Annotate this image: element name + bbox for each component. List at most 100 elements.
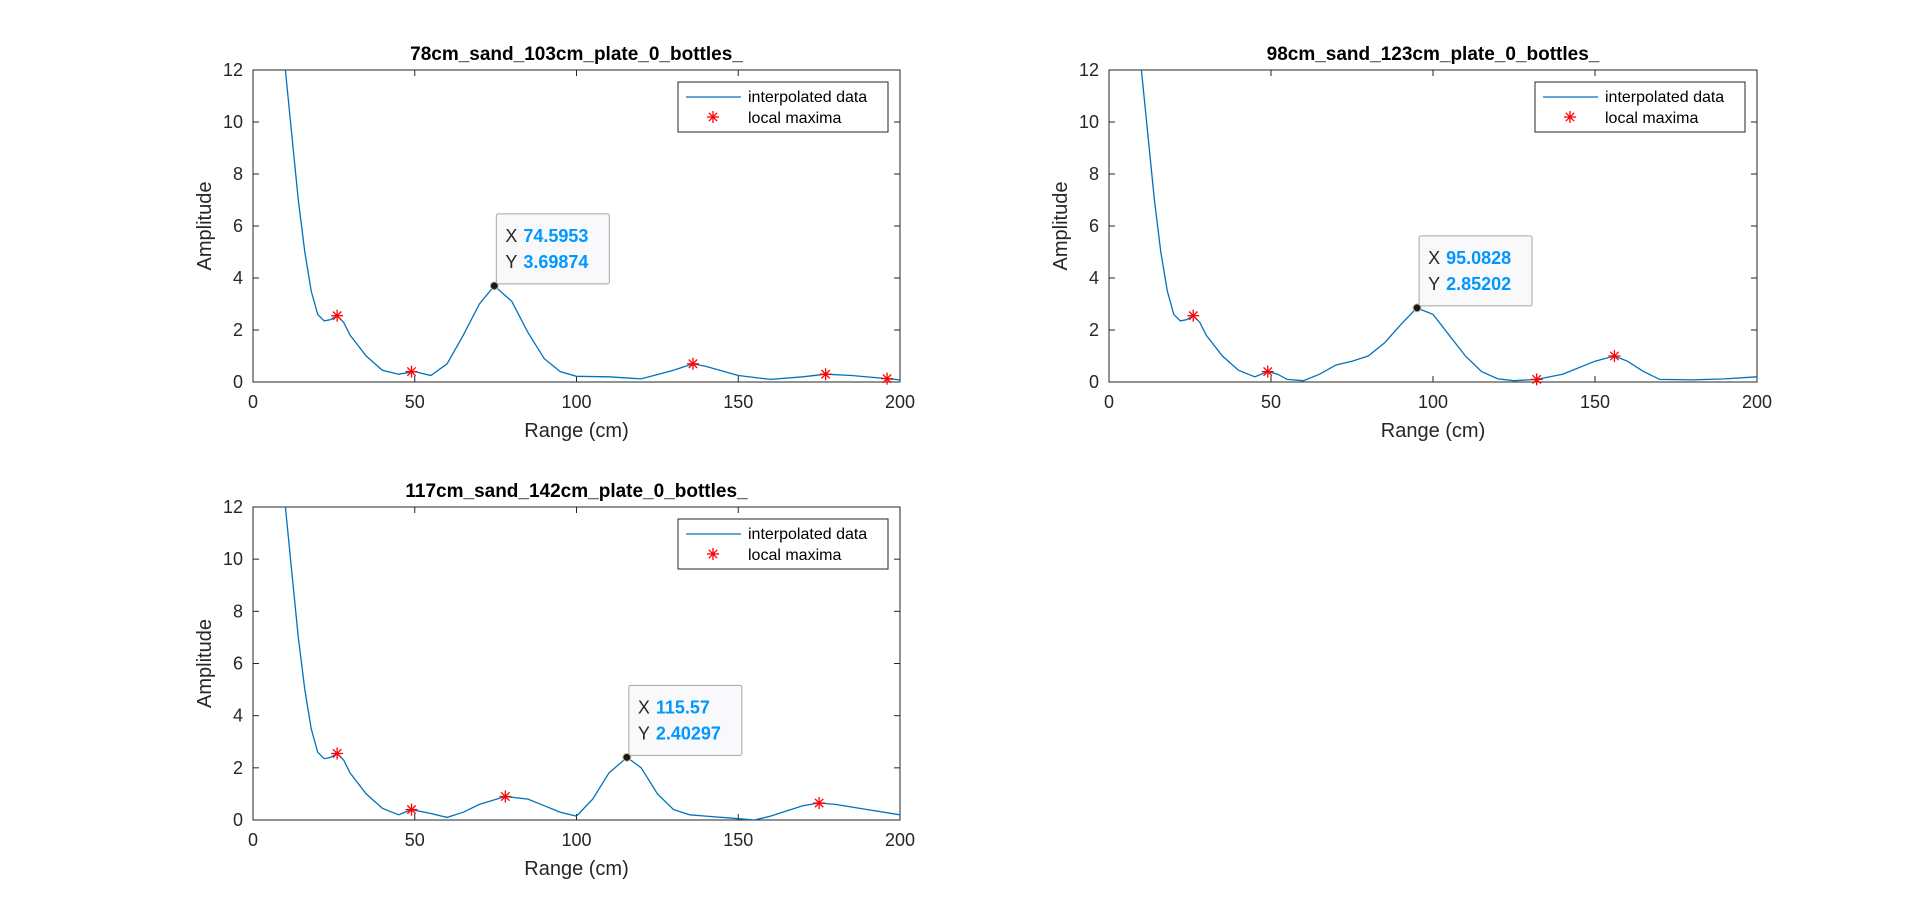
legend-label: local maxima xyxy=(748,110,841,127)
local-maximum-marker xyxy=(881,372,894,385)
chart-title: 78cm_sand_103cm_plate_0_bottles_ xyxy=(410,44,743,65)
local-maximum-marker xyxy=(499,790,512,803)
interpolated-data-line xyxy=(1140,70,1757,382)
x-tick-label: 0 xyxy=(248,392,258,412)
y-tick-label: 10 xyxy=(1079,112,1099,132)
x-tick-label: 50 xyxy=(405,392,425,412)
asterisk-stroke xyxy=(406,366,417,377)
legend-label: local maxima xyxy=(748,547,841,564)
datatip-y-value: 2.40297 xyxy=(656,723,721,743)
chart-title: 98cm_sand_123cm_plate_0_bottles_ xyxy=(1267,44,1600,65)
datatip-x-value: 115.57 xyxy=(656,697,710,717)
legend-label: interpolated data xyxy=(748,89,867,106)
asterisk-stroke xyxy=(882,373,892,384)
y-tick-label: 8 xyxy=(1089,164,1099,184)
y-tick-label: 6 xyxy=(1089,216,1099,236)
y-tick-label: 8 xyxy=(233,164,243,184)
asterisk-stroke xyxy=(1609,351,1620,361)
subplot-2: 0 50 100 150 200 0 2 4 6 8 10 12 98cm_sand_123cm_pla… xyxy=(1050,44,1772,442)
asterisk-stroke xyxy=(708,112,718,122)
local-maximum-marker xyxy=(331,747,344,760)
y-axis-label: Amplitude xyxy=(194,619,216,708)
datatip-box xyxy=(628,684,743,756)
local-maximum-marker xyxy=(819,368,832,381)
datatip-y-key: Y xyxy=(1428,274,1440,294)
local-maximum-marker xyxy=(1261,365,1274,378)
legend-marker-swatch xyxy=(1564,111,1576,123)
y-tick-label: 4 xyxy=(1089,268,1099,288)
legend-marker-swatch xyxy=(707,548,719,560)
local-maximum-marker xyxy=(1608,350,1621,362)
datatip-y-value: 2.85202 xyxy=(1446,274,1511,294)
x-tick-label: 0 xyxy=(248,830,258,850)
interpolated-data-line xyxy=(284,507,900,820)
y-tick-label: 0 xyxy=(233,372,243,392)
datatip-x-key: X xyxy=(638,697,650,717)
asterisk-stroke xyxy=(1263,366,1273,377)
local-maximum-marker xyxy=(405,365,418,378)
y-tick-label: 12 xyxy=(1079,60,1099,80)
y-tick-label: 12 xyxy=(223,497,243,517)
legend-box xyxy=(677,81,889,133)
x-tick-label: 150 xyxy=(1580,392,1610,412)
x-tick-label: 100 xyxy=(561,830,591,850)
local-maximum-marker xyxy=(331,309,344,322)
datatip-point[interactable] xyxy=(489,281,499,291)
asterisk-stroke xyxy=(332,748,342,759)
y-tick-label: 4 xyxy=(233,268,243,288)
datatip[interactable]: X 74.5953 Y 3.69874 xyxy=(489,213,610,291)
y-tick-label: 2 xyxy=(233,320,243,340)
asterisk-stroke xyxy=(708,549,718,559)
datatip[interactable]: X 115.57 Y 2.40297 xyxy=(622,684,743,762)
legend: interpolated data local maxima xyxy=(1534,81,1746,133)
datatip-y-key: Y xyxy=(638,723,650,743)
legend-box xyxy=(1534,81,1746,133)
x-tick-label: 0 xyxy=(1104,392,1114,412)
x-tick-label: 200 xyxy=(1742,392,1772,412)
interpolated-data-line xyxy=(284,70,900,381)
datatip-y-value: 3.69874 xyxy=(523,252,588,272)
asterisk-stroke xyxy=(500,791,510,802)
asterisk-stroke xyxy=(1188,311,1198,321)
y-tick-label: 12 xyxy=(223,60,243,80)
asterisk-stroke xyxy=(820,369,831,379)
x-tick-label: 100 xyxy=(561,392,591,412)
x-axis-label: Range (cm) xyxy=(1381,420,1485,442)
subplot-3: 0 50 100 150 200 0 2 4 6 8 10 12 117cm_sand_142cm_pl… xyxy=(194,481,915,880)
datatip[interactable]: X 95.0828 Y 2.85202 xyxy=(1412,235,1533,313)
datatip-y-key: Y xyxy=(505,252,517,272)
asterisk-stroke xyxy=(1565,112,1575,122)
x-tick-label: 100 xyxy=(1418,392,1448,412)
local-maximum-marker xyxy=(686,357,699,370)
y-tick-label: 6 xyxy=(233,654,243,674)
datatip-box xyxy=(1418,235,1533,307)
datatip-x-key: X xyxy=(505,226,517,246)
y-tick-label: 0 xyxy=(233,810,243,830)
x-tick-label: 50 xyxy=(405,830,425,850)
asterisk-stroke xyxy=(406,804,417,815)
y-tick-label: 8 xyxy=(233,601,243,621)
asterisk-stroke xyxy=(332,311,342,321)
local-maximum-marker xyxy=(813,797,826,810)
legend: interpolated data local maxima xyxy=(677,518,889,570)
y-tick-label: 2 xyxy=(233,758,243,778)
datatip-x-value: 95.0828 xyxy=(1446,248,1511,268)
x-axis-label: Range (cm) xyxy=(524,420,628,442)
y-tick-label: 6 xyxy=(233,216,243,236)
y-tick-label: 10 xyxy=(223,112,243,132)
subplot-1: 0 50 100 150 200 0 2 4 6 8 10 12 78cm_sand_103cm_pla… xyxy=(194,44,915,442)
datatip-point[interactable] xyxy=(1412,303,1422,313)
datatip-x-key: X xyxy=(1428,248,1440,268)
legend-box xyxy=(677,518,889,570)
legend: interpolated data local maxima xyxy=(677,81,889,133)
y-tick-label: 10 xyxy=(223,549,243,569)
y-tick-label: 4 xyxy=(233,706,243,726)
datatip-x-value: 74.5953 xyxy=(523,226,588,246)
asterisk-stroke xyxy=(814,798,824,808)
local-maximum-marker xyxy=(1187,309,1200,322)
asterisk-stroke xyxy=(1532,374,1542,385)
x-tick-label: 150 xyxy=(723,830,753,850)
datatip-point[interactable] xyxy=(622,752,632,762)
y-tick-label: 2 xyxy=(1089,320,1099,340)
